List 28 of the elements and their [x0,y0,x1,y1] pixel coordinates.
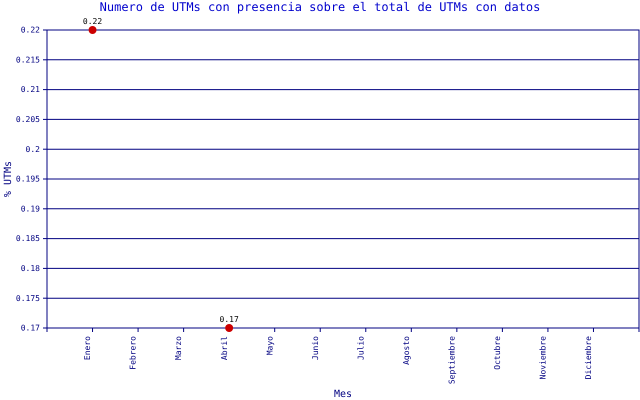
y-tick-label: 0.185 [16,234,40,244]
data-label: 0.17 [220,315,239,324]
x-tick-label: Junio [310,336,320,360]
x-tick-label: Febrero [128,336,138,370]
y-tick-label: 0.195 [16,174,40,184]
x-tick-label: Enero [83,336,92,360]
y-tick-label: 0.175 [16,294,40,303]
chart-title: Numero de UTMs con presencia sobre el total de UTMs con datos [100,0,540,14]
y-tick-label: 0.22 [20,26,40,35]
x-tick-label: Agosto [402,336,411,365]
y-tick-label: 0.18 [20,264,40,273]
y-tick-label: 0.205 [16,114,40,124]
x-tick-label: Septiembre [447,336,456,384]
data-label: 0.22 [82,17,102,26]
x-axis-title: Mes [334,389,352,400]
y-tick-label: 0.2 [26,144,40,154]
y-tick-label: 0.19 [20,204,40,214]
x-tick-label: Marzo [174,336,184,360]
x-tick-label: Mayo [265,336,274,356]
x-tick-label: Abril [220,336,229,360]
y-tick-label: 0.215 [16,55,40,64]
x-tick-label: Octubre [492,336,502,370]
y-axis-title: % UTMs [3,160,14,198]
x-tick-label: Diciembre [584,336,594,380]
x-tick-label: Noviembre [538,336,548,380]
y-tick-label: 0.17 [20,324,40,333]
x-tick-label: Julio [356,336,366,360]
y-tick-label: 0.21 [20,85,40,94]
